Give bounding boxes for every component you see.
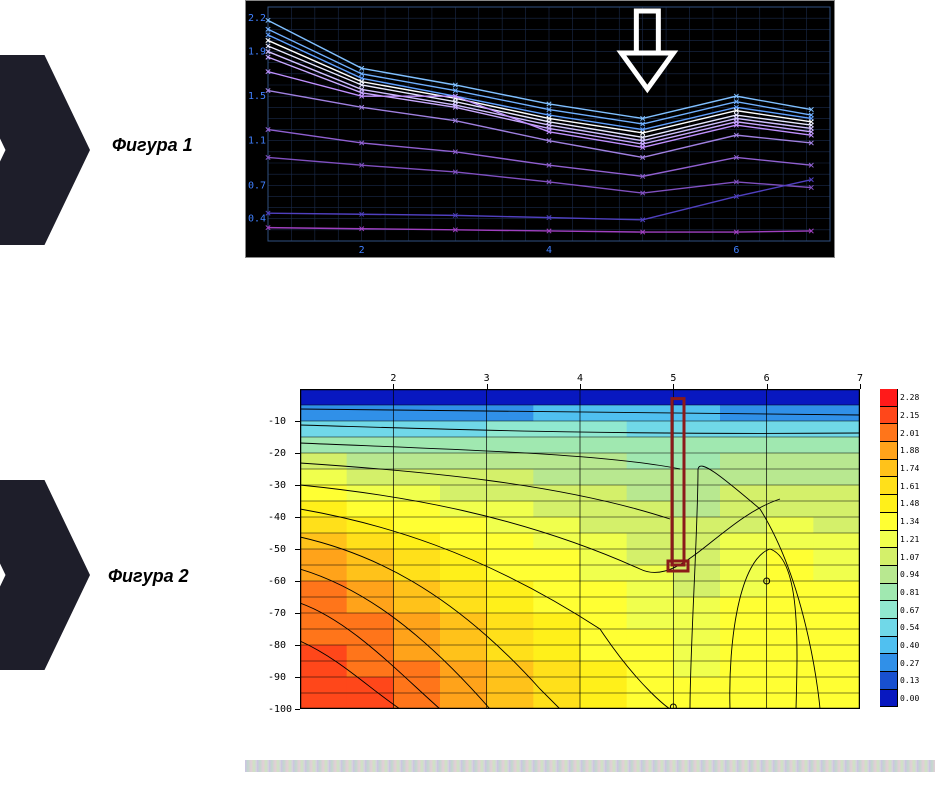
y-tick: -50 [268,544,294,555]
legend-item: 0.40 [880,637,935,655]
y-tick: -80 [268,640,294,651]
y-tick: -60 [268,576,294,587]
legend-item: 1.61 [880,477,935,495]
legend-value: 1.48 [898,499,919,508]
svg-text:1.5: 1.5 [248,91,266,102]
figure1-label: Фигура 1 [112,135,193,156]
y-tick: -90 [268,672,294,683]
legend-item: 0.94 [880,566,935,584]
color-legend: 2.28 2.15 2.01 1.88 1.74 1.61 1.48 1.34 1.21 1.07… [880,389,935,709]
legend-value: 0.00 [898,694,919,703]
legend-item: 1.74 [880,460,935,478]
legend-value: 1.07 [898,553,919,562]
figure2-label: Фигура 2 [108,566,189,587]
x-tick: 2 [390,373,396,384]
legend-item: 1.48 [880,495,935,513]
svg-text:1.1: 1.1 [248,136,266,147]
heatmap-container: 2 3 4 5 6 7 -10 -20 -30 -40 -50 -60 -70 -80 -90 -100 2… [245,359,935,729]
y-tick: -40 [268,512,294,523]
y-tick: -20 [268,448,294,459]
y-tick: -70 [268,608,294,619]
svg-text:0.7: 0.7 [248,180,266,191]
legend-value: 1.34 [898,517,919,526]
svg-text:1.9: 1.9 [248,47,266,58]
legend-item: 0.54 [880,619,935,637]
heatmap-plot [300,389,860,709]
legend-item: 1.07 [880,548,935,566]
line-chart: 0.4 0.7 1.1 1.5 1.9 2.2 2 4 6 [245,0,835,258]
legend-value: 0.40 [898,641,919,650]
x-tick: 5 [670,373,676,384]
legend-value: 2.15 [898,411,919,420]
legend-value: 2.01 [898,429,919,438]
line-chart-svg: 0.4 0.7 1.1 1.5 1.9 2.2 2 4 6 [246,1,836,259]
x-tick: 3 [484,373,490,384]
svg-text:4: 4 [546,245,552,256]
heatmap-svg [300,389,860,709]
legend-value: 0.13 [898,676,919,685]
y-tick: -30 [268,480,294,491]
legend-value: 0.81 [898,588,919,597]
legend-item: 2.28 [880,389,935,407]
svg-text:2.2: 2.2 [248,13,266,24]
legend-item: 1.21 [880,531,935,549]
y-tick: -100 [268,704,294,715]
legend-value: 0.94 [898,570,919,579]
legend-value: 1.21 [898,535,919,544]
y-tick: -10 [268,416,294,427]
legend-item: 0.13 [880,672,935,690]
x-tick: 4 [577,373,583,384]
legend-value: 0.67 [898,606,919,615]
legend-item: 0.27 [880,654,935,672]
svg-text:2: 2 [359,245,365,256]
legend-value: 2.28 [898,393,919,402]
legend-item: 1.88 [880,442,935,460]
legend-value: 0.27 [898,659,919,668]
svg-text:6: 6 [733,245,739,256]
legend-value: 1.61 [898,482,919,491]
svg-text:0.4: 0.4 [248,214,266,225]
legend-item: 0.00 [880,690,935,708]
legend-value: 1.88 [898,446,919,455]
x-tick: 7 [857,373,863,384]
legend-item: 2.15 [880,407,935,425]
legend-item: 1.34 [880,513,935,531]
legend-item: 0.81 [880,584,935,602]
x-tick: 6 [764,373,770,384]
legend-value: 0.54 [898,623,919,632]
legend-item: 2.01 [880,424,935,442]
legend-value: 1.74 [898,464,919,473]
noise-strip [245,760,935,772]
legend-item: 0.67 [880,601,935,619]
